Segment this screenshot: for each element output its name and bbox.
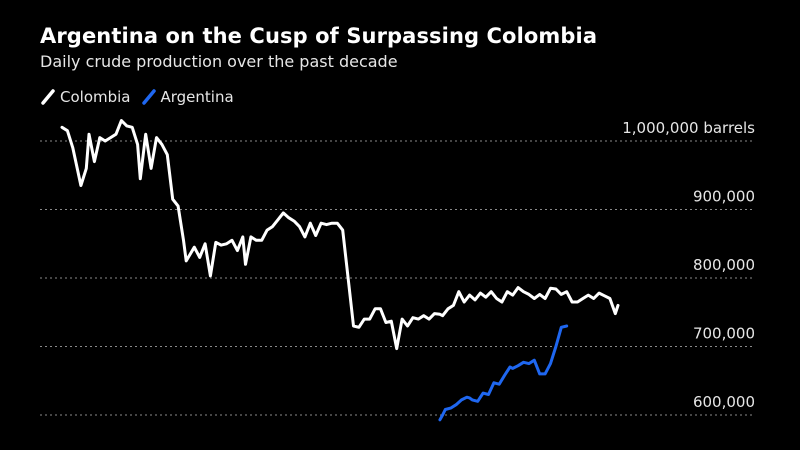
y-tick-label-3: 700,000: [693, 325, 755, 343]
y-tick-label-4: 600,000: [693, 393, 755, 411]
y-tick-label-1: 900,000: [693, 188, 755, 206]
legend-label-argentina: Argentina: [160, 88, 234, 106]
legend-item-argentina: Argentina: [141, 88, 234, 106]
y-tick-label-0: 1,000,000 barrels: [622, 119, 755, 137]
chart-subtitle: Daily crude production over the past dec…: [40, 52, 398, 71]
series-lines: [60, 119, 620, 422]
legend-swatch-colombia: [41, 89, 55, 105]
legend: Colombia Argentina: [40, 88, 234, 106]
y-tick-labels: 1,000,000 barrels 900,000 800,000 700,000 60…: [622, 119, 755, 411]
chart-title: Argentina on the Cusp of Surpassing Colo…: [40, 24, 598, 48]
legend-item-colombia: Colombia: [40, 88, 131, 106]
legend-label-colombia: Colombia: [60, 88, 131, 106]
series-line-argentina: [438, 324, 569, 422]
grid-lines: [40, 140, 755, 416]
legend-swatch-argentina: [141, 89, 156, 105]
series-line-colombia: [60, 119, 620, 351]
y-tick-label-2: 800,000: [693, 256, 755, 274]
